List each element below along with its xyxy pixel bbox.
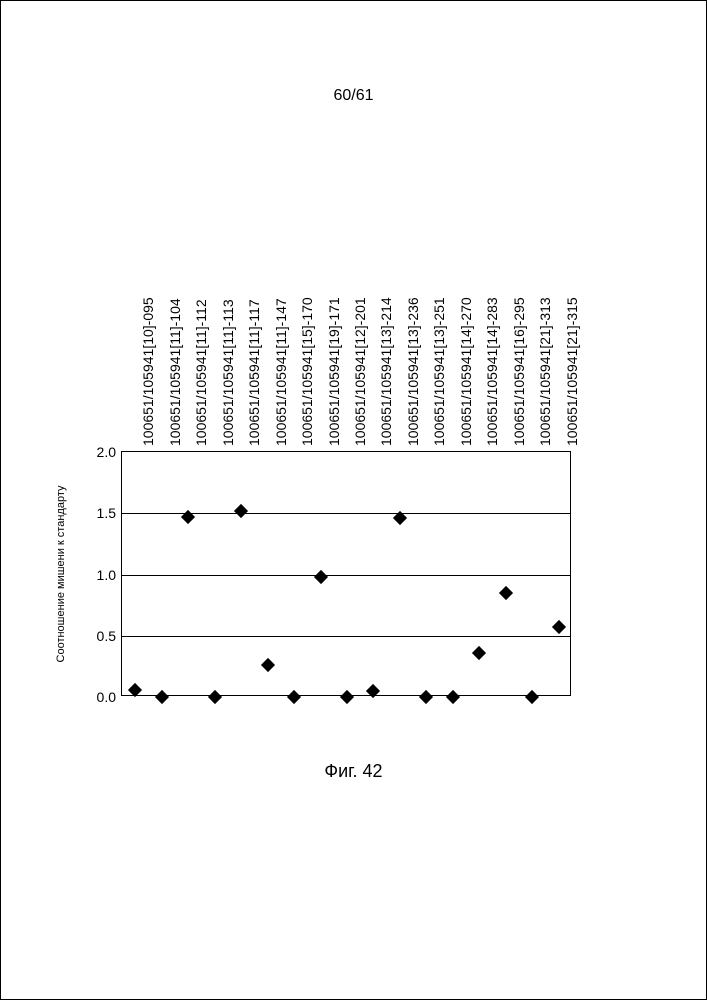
data-point xyxy=(366,684,380,698)
y-tick-label: 0.5 xyxy=(97,628,116,644)
data-point xyxy=(446,690,460,704)
data-point xyxy=(499,586,513,600)
y-tick-label: 0.0 xyxy=(97,689,116,705)
data-point xyxy=(261,658,275,672)
data-point xyxy=(552,620,566,634)
data-point xyxy=(155,690,169,704)
data-point xyxy=(525,690,539,704)
grid-line xyxy=(122,575,570,576)
y-tick-label: 1.0 xyxy=(97,567,116,583)
grid-line xyxy=(122,636,570,637)
page-frame: 60/61 0.00.51.01.52.0100651/105941[10]-0… xyxy=(0,0,707,1000)
data-point xyxy=(472,646,486,660)
plot-area: 0.00.51.01.52.0100651/105941[10]-0951006… xyxy=(121,451,571,696)
data-point xyxy=(234,504,248,518)
y-tick-label: 1.5 xyxy=(97,505,116,521)
scatter-chart: 0.00.51.01.52.0100651/105941[10]-0951006… xyxy=(121,171,571,696)
data-point xyxy=(208,690,222,704)
data-point xyxy=(340,690,354,704)
y-tick-label: 2.0 xyxy=(97,444,116,460)
data-point xyxy=(181,510,195,524)
data-point xyxy=(419,690,433,704)
page-number: 60/61 xyxy=(1,87,706,105)
data-point xyxy=(313,570,327,584)
figure-caption: Фиг. 42 xyxy=(1,761,706,782)
y-axis-title: Соотношение мишени к стандарту xyxy=(55,485,67,662)
data-point xyxy=(128,683,142,697)
data-point xyxy=(287,690,301,704)
